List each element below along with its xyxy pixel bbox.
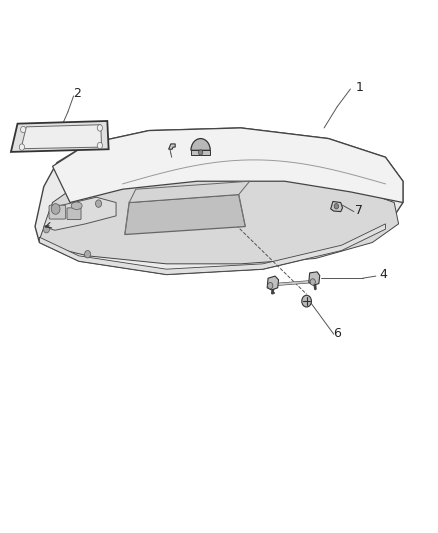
Circle shape: [302, 295, 311, 307]
Circle shape: [51, 204, 60, 214]
Polygon shape: [44, 197, 116, 230]
Polygon shape: [11, 121, 109, 152]
Polygon shape: [39, 224, 385, 274]
Polygon shape: [129, 181, 250, 203]
Polygon shape: [21, 125, 102, 149]
Circle shape: [95, 200, 102, 207]
Polygon shape: [125, 195, 245, 235]
Circle shape: [97, 142, 102, 149]
Text: 1: 1: [355, 82, 363, 94]
Circle shape: [21, 126, 26, 133]
Circle shape: [43, 225, 49, 233]
FancyBboxPatch shape: [67, 208, 81, 220]
Circle shape: [310, 279, 315, 285]
Circle shape: [19, 144, 25, 150]
Ellipse shape: [71, 202, 82, 209]
Polygon shape: [53, 128, 403, 203]
Text: 7: 7: [355, 204, 363, 217]
Text: 4: 4: [379, 268, 387, 281]
FancyBboxPatch shape: [49, 205, 66, 219]
Bar: [191, 150, 210, 155]
Text: 9: 9: [215, 130, 223, 142]
Circle shape: [334, 204, 339, 209]
Polygon shape: [169, 144, 175, 149]
Polygon shape: [309, 272, 320, 285]
Circle shape: [268, 282, 273, 289]
Circle shape: [97, 125, 102, 131]
Polygon shape: [267, 276, 279, 290]
Text: 2: 2: [73, 87, 81, 100]
Circle shape: [198, 150, 203, 155]
Polygon shape: [331, 201, 343, 212]
Polygon shape: [35, 128, 403, 274]
Text: 3: 3: [178, 130, 186, 142]
Polygon shape: [39, 168, 399, 264]
Circle shape: [85, 251, 91, 258]
Text: 6: 6: [333, 327, 341, 340]
Wedge shape: [191, 139, 210, 150]
